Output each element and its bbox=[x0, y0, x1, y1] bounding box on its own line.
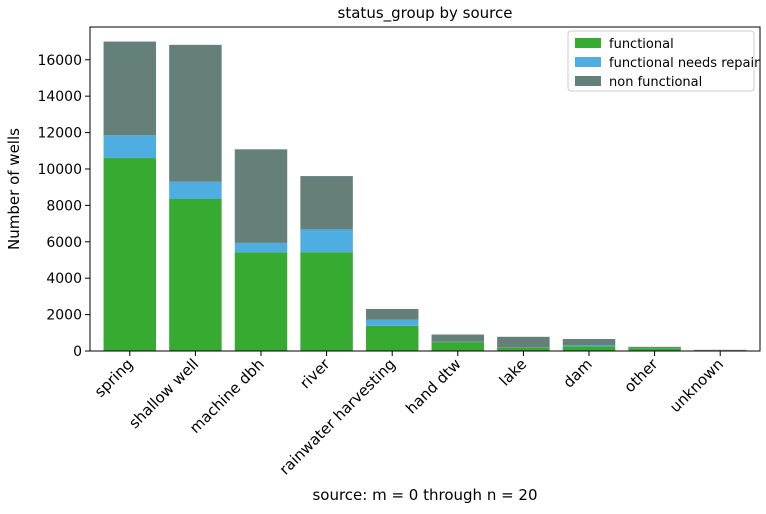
legend-swatch bbox=[575, 76, 601, 86]
bar-functional-spring bbox=[104, 158, 156, 351]
y-tick-label: 0 bbox=[73, 344, 82, 360]
legend: functional functional needs repair non fun… bbox=[568, 31, 760, 91]
bar-non-functional-lake bbox=[497, 337, 549, 348]
bar-non-functional-hand-dtw bbox=[432, 335, 484, 342]
y-tick-label: 2000 bbox=[46, 308, 82, 324]
bar-functional-needs-repair-machine-dbh bbox=[235, 243, 287, 252]
x-tick-label: dam bbox=[560, 355, 596, 391]
legend-swatch bbox=[575, 57, 601, 67]
bar-functional-river bbox=[300, 252, 352, 351]
y-tick-label: 16000 bbox=[37, 53, 82, 69]
bar-functional-machine-dbh bbox=[235, 252, 287, 351]
bar-non-functional-spring bbox=[104, 42, 156, 136]
bar-non-functional-other bbox=[628, 347, 680, 348]
y-tick-label: 4000 bbox=[46, 271, 82, 287]
bar-non-functional-unknown bbox=[694, 350, 746, 351]
x-tick-label: river bbox=[296, 355, 334, 393]
bar-non-functional-machine-dbh bbox=[235, 149, 287, 243]
x-tick-label: lake bbox=[496, 355, 530, 389]
bar-non-functional-river bbox=[300, 176, 352, 229]
bar-functional-hand-dtw bbox=[432, 342, 484, 351]
x-tick-label: rainwater harvesting bbox=[276, 355, 399, 478]
y-tick-label: 10000 bbox=[37, 162, 82, 178]
chart-title: status_group by source bbox=[338, 4, 513, 23]
bar-functional-shallow-well bbox=[169, 199, 221, 351]
y-tick-label: 12000 bbox=[37, 126, 82, 142]
x-axis-label: source: m = 0 through n = 20 bbox=[312, 486, 537, 504]
bar-functional-needs-repair-river bbox=[300, 229, 352, 252]
y-tick-label: 6000 bbox=[46, 235, 82, 251]
x-tick-label: unknown bbox=[666, 355, 727, 416]
bar-functional-needs-repair-shallow-well bbox=[169, 182, 221, 199]
bar-functional-needs-repair-rainwater-harvesting bbox=[366, 320, 418, 326]
x-tick-label: spring bbox=[91, 355, 137, 401]
bar-non-functional-rainwater-harvesting bbox=[366, 309, 418, 320]
bar-functional-rainwater-harvesting bbox=[366, 326, 418, 351]
legend-label: functional needs repair bbox=[609, 56, 760, 71]
bar-non-functional-shallow-well bbox=[169, 45, 221, 182]
bar-functional-dam bbox=[563, 346, 615, 351]
x-tick-label: other bbox=[620, 355, 662, 397]
legend-label: functional bbox=[609, 37, 674, 52]
y-axis: 0 2000 4000 6000 8000 10000 12000 14000 16000 bbox=[37, 53, 90, 360]
legend-swatch bbox=[575, 38, 601, 48]
x-tick-label: hand dtw bbox=[402, 355, 464, 417]
bar-functional-needs-repair-spring bbox=[104, 135, 156, 158]
bar-non-functional-dam bbox=[563, 339, 615, 345]
bar-functional-needs-repair-dam bbox=[563, 345, 615, 346]
y-axis-label: Number of wells bbox=[5, 128, 23, 250]
legend-label: non functional bbox=[609, 75, 702, 90]
y-tick-label: 8000 bbox=[46, 198, 82, 214]
y-tick-label: 14000 bbox=[37, 89, 82, 105]
